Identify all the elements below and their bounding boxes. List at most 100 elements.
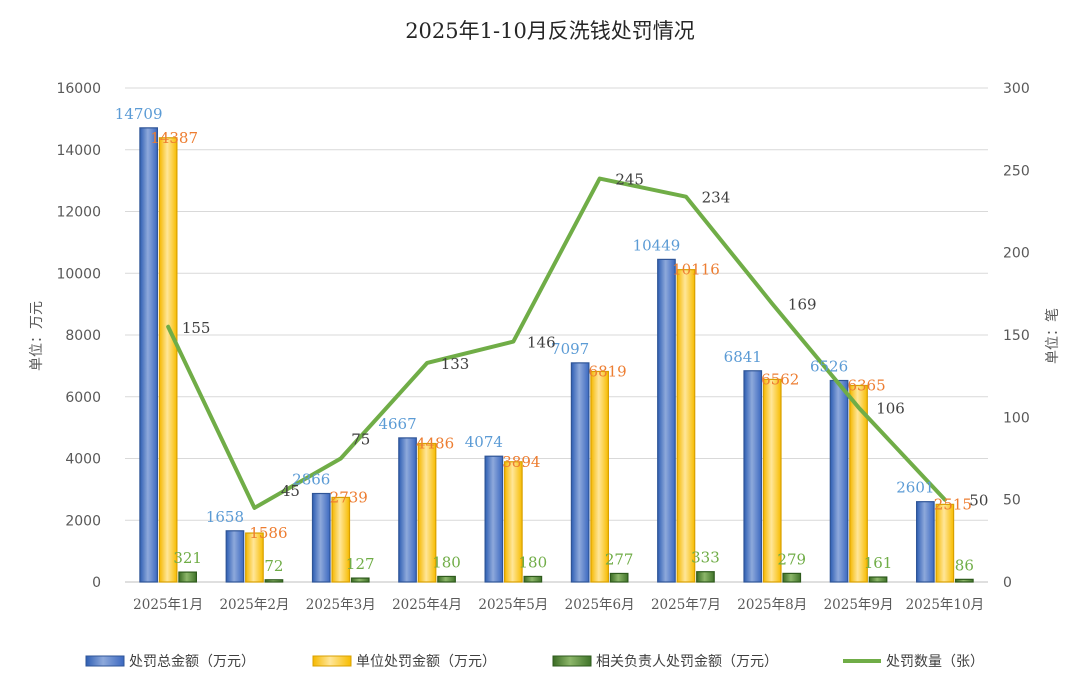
x-tick-label: 2025年5月: [478, 597, 548, 613]
x-tick-label: 2025年7月: [651, 597, 721, 613]
y-axis-title-left: 单位：万元: [29, 301, 45, 371]
y-tick-label: 4000: [65, 452, 101, 468]
data-label: 180: [519, 553, 548, 571]
line-point: [166, 325, 170, 329]
legend-swatch-1: [312, 655, 352, 667]
bar-responsible-person-amount: [782, 572, 802, 583]
x-tick-label: 2025年4月: [392, 597, 462, 613]
data-label: 2515: [934, 495, 972, 513]
bar-responsible-person-amount: [954, 578, 974, 583]
data-label: 14387: [150, 129, 198, 147]
data-label: 4667: [378, 415, 416, 433]
data-label: 133: [441, 355, 470, 373]
data-label: 245: [615, 171, 644, 189]
bar-total-amount: [570, 362, 590, 583]
legend-label: 单位处罚金额（万元）: [356, 654, 496, 670]
bar-responsible-person-amount: [437, 575, 456, 583]
bar-total-amount: [398, 437, 417, 583]
legend: 处罚总金额（万元） 单位处罚金额（万元） 相关负责人处罚金额（万元） 处罚数量（张）: [85, 654, 984, 670]
y-axis-left: 0 2000 4000 6000 8000 10000 12000 14000 16000: [56, 81, 101, 591]
bar-responsible-person-amount: [523, 575, 543, 583]
bar-responsible-person-amount: [178, 571, 197, 583]
bar-total-amount: [484, 455, 504, 583]
data-label: 1586: [249, 524, 287, 542]
y-tick-label: 16000: [56, 81, 101, 97]
data-label: 45: [281, 482, 300, 500]
y-tick-label: 6000: [65, 390, 101, 406]
data-label: 10449: [633, 236, 681, 254]
line-point: [857, 405, 861, 409]
x-tick-label: 2025年9月: [824, 597, 894, 613]
bar-responsible-person-amount: [609, 572, 629, 583]
line-point: [770, 302, 774, 306]
bar-total-amount: [311, 492, 331, 583]
line-point: [252, 506, 256, 510]
bar-total-amount: [657, 258, 676, 583]
legend-label: 处罚总金额（万元）: [129, 654, 255, 670]
y2-tick-label: 150: [1003, 328, 1030, 344]
bar-institution-amount: [331, 496, 351, 583]
line-point: [511, 340, 515, 344]
y-tick-label: 10000: [56, 266, 101, 282]
line-point: [425, 361, 429, 365]
data-label: 127: [346, 555, 375, 573]
y-tick-label: 8000: [65, 328, 101, 344]
data-label: 333: [691, 549, 720, 567]
data-label: 4074: [465, 433, 503, 451]
bar-institution-amount: [935, 503, 955, 583]
y-tick-label: 2000: [65, 513, 101, 529]
line-penalty-count: [166, 176, 947, 510]
data-label: 86: [955, 556, 974, 574]
bar-total-amount: [139, 127, 158, 583]
data-label: 4486: [416, 434, 454, 452]
y2-tick-label: 100: [1003, 410, 1030, 426]
y-tick-label: 0: [92, 575, 101, 591]
x-tick-label: 2025年1月: [133, 597, 203, 613]
bar-institution-amount: [849, 384, 868, 583]
line-point: [684, 195, 688, 199]
data-labels: 14709 1658 2866 4667 4074 7097 10449 6841 6526 26…: [115, 105, 989, 575]
bar-responsible-person-amount: [264, 579, 284, 583]
data-label: 10116: [672, 261, 720, 279]
bar-total-amount: [225, 530, 245, 583]
y-tick-label: 14000: [56, 143, 101, 159]
data-label: 169: [788, 296, 817, 314]
x-tick-label: 2025年10月: [906, 597, 985, 613]
data-label: 277: [605, 550, 634, 568]
y-axis-right: 0 50 100 150 200 250 300: [1003, 81, 1030, 591]
data-label: 321: [173, 549, 202, 567]
data-label: 234: [702, 189, 731, 207]
data-label: 6841: [724, 348, 762, 366]
bar-institution-amount: [417, 442, 437, 583]
legend-label: 处罚数量（张）: [886, 654, 984, 670]
data-label: 75: [351, 431, 370, 449]
bar-institution-amount: [245, 532, 264, 583]
data-label: 72: [264, 557, 283, 575]
bar-series: [139, 127, 974, 583]
y2-tick-label: 300: [1003, 81, 1030, 97]
data-label: 279: [777, 550, 806, 568]
bar-institution-amount: [676, 269, 696, 583]
bar-total-amount: [915, 501, 935, 583]
legend-swatch-2: [552, 655, 592, 667]
data-label: 6365: [847, 376, 885, 394]
data-label: 106: [876, 399, 905, 417]
bar-institution-amount: [590, 370, 610, 583]
legend-label: 相关负责人处罚金额（万元）: [596, 654, 778, 670]
y2-tick-label: 200: [1003, 246, 1030, 262]
data-label: 14709: [115, 105, 163, 123]
data-label: 6526: [810, 358, 848, 376]
data-label: 1658: [206, 508, 244, 526]
line-point: [598, 177, 602, 181]
line-series: [166, 176, 947, 510]
x-tick-label: 2025年8月: [737, 597, 807, 613]
legend-swatch-0: [85, 655, 125, 667]
chart-title: 2025年1-10月反洗钱处罚情况: [405, 19, 695, 43]
bar-total-amount: [829, 379, 849, 583]
data-label: 2601: [896, 479, 934, 497]
bar-institution-amount: [504, 461, 523, 583]
y-axis-title-right: 单位：笔: [1045, 308, 1061, 364]
line-point: [339, 457, 343, 460]
